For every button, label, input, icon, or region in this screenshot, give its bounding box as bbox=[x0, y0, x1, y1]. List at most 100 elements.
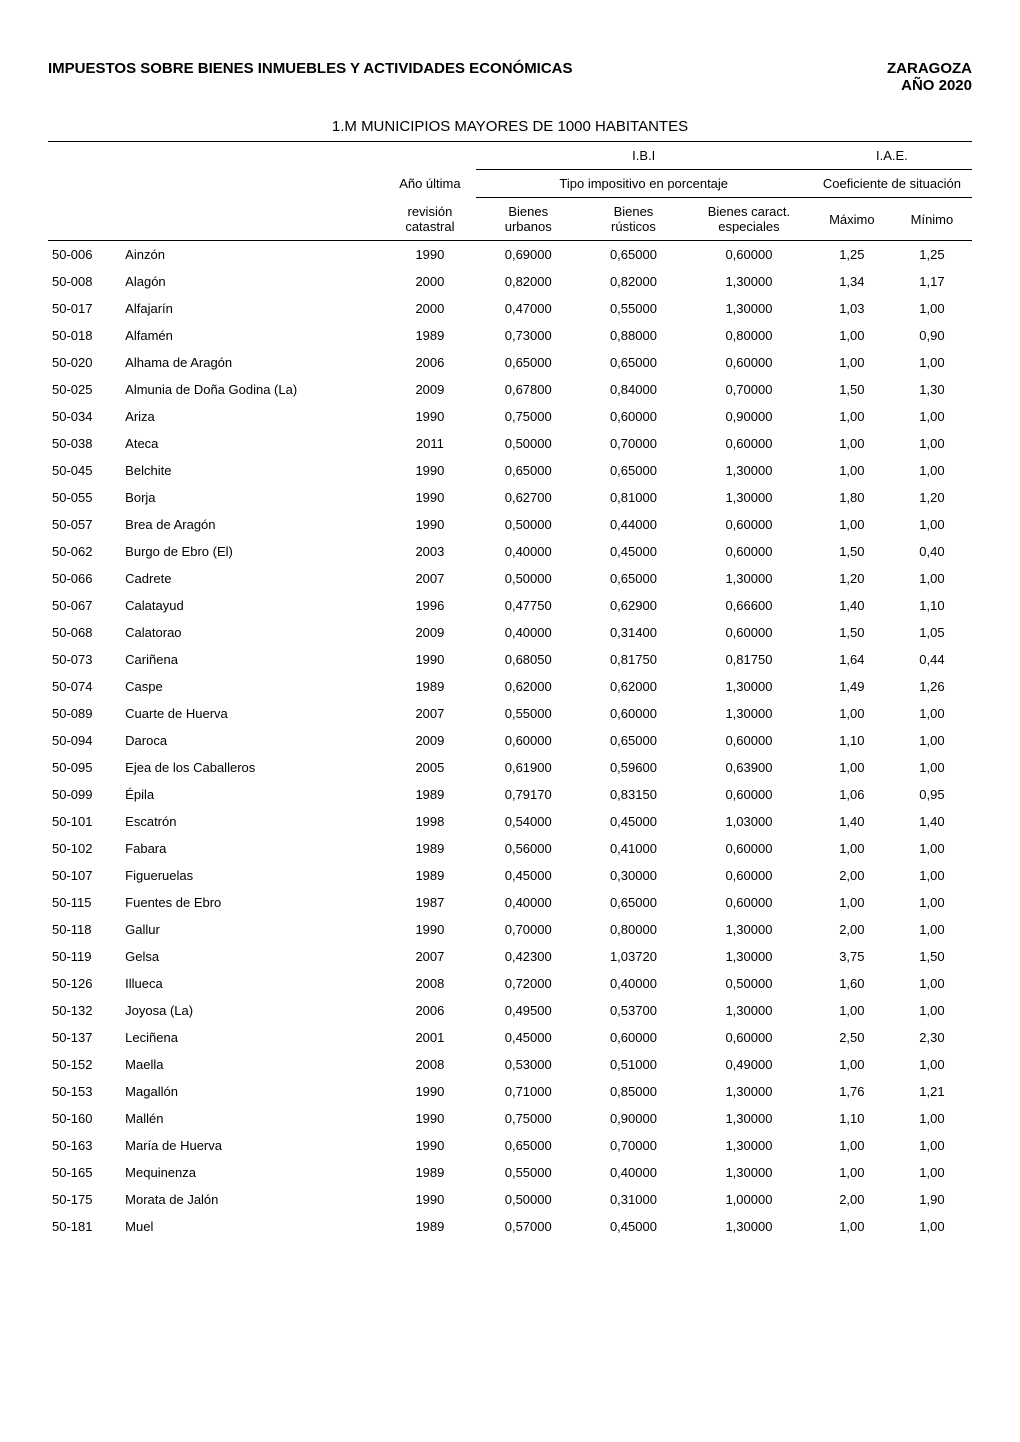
cell-maximo: 1,64 bbox=[812, 646, 892, 673]
data-table: I.B.I I.A.E. Año última Tipo impositivo … bbox=[48, 141, 972, 1240]
cell-minimo: 1,00 bbox=[892, 1159, 972, 1186]
cell-especiales: 0,60000 bbox=[686, 430, 812, 457]
cell-maximo: 1,00 bbox=[812, 835, 892, 862]
cell-maximo: 1,60 bbox=[812, 970, 892, 997]
cell-rusticos: 0,65000 bbox=[581, 241, 686, 269]
header-bienes-especiales: Bienes caract. especiales bbox=[686, 198, 812, 241]
cell-maximo: 1,00 bbox=[812, 511, 892, 538]
cell-maximo: 1,00 bbox=[812, 1213, 892, 1240]
cell-name: Belchite bbox=[121, 457, 384, 484]
cell-urbanos: 0,73000 bbox=[476, 322, 581, 349]
cell-year: 2009 bbox=[384, 727, 475, 754]
table-row: 50-107Figueruelas19890,450000,300000,600… bbox=[48, 862, 972, 889]
cell-rusticos: 0,59600 bbox=[581, 754, 686, 781]
cell-rusticos: 0,40000 bbox=[581, 970, 686, 997]
cell-year: 2007 bbox=[384, 943, 475, 970]
cell-name: Fabara bbox=[121, 835, 384, 862]
cell-rusticos: 0,82000 bbox=[581, 268, 686, 295]
cell-code: 50-067 bbox=[48, 592, 121, 619]
cell-year: 1990 bbox=[384, 403, 475, 430]
cell-urbanos: 0,60000 bbox=[476, 727, 581, 754]
cell-year: 2000 bbox=[384, 268, 475, 295]
cell-year: 1990 bbox=[384, 1132, 475, 1159]
cell-minimo: 1,00 bbox=[892, 916, 972, 943]
table-row: 50-062Burgo de Ebro (El)20030,400000,450… bbox=[48, 538, 972, 565]
cell-year: 1989 bbox=[384, 1213, 475, 1240]
cell-especiales: 1,30000 bbox=[686, 997, 812, 1024]
cell-minimo: 1,00 bbox=[892, 1051, 972, 1078]
cell-especiales: 0,60000 bbox=[686, 862, 812, 889]
cell-especiales: 1,30000 bbox=[686, 457, 812, 484]
cell-especiales: 0,60000 bbox=[686, 835, 812, 862]
cell-code: 50-115 bbox=[48, 889, 121, 916]
cell-rusticos: 0,62900 bbox=[581, 592, 686, 619]
header-group-ibi: I.B.I bbox=[476, 142, 812, 170]
cell-code: 50-055 bbox=[48, 484, 121, 511]
header-bienes-urbanos: Bienes urbanos bbox=[476, 198, 581, 241]
cell-minimo: 0,44 bbox=[892, 646, 972, 673]
cell-year: 2007 bbox=[384, 565, 475, 592]
cell-code: 50-006 bbox=[48, 241, 121, 269]
cell-especiales: 0,60000 bbox=[686, 241, 812, 269]
cell-maximo: 1,50 bbox=[812, 376, 892, 403]
cell-minimo: 1,00 bbox=[892, 1105, 972, 1132]
cell-minimo: 1,00 bbox=[892, 511, 972, 538]
cell-minimo: 1,21 bbox=[892, 1078, 972, 1105]
table-row: 50-094Daroca20090,600000,650000,600001,1… bbox=[48, 727, 972, 754]
cell-minimo: 0,95 bbox=[892, 781, 972, 808]
cell-code: 50-073 bbox=[48, 646, 121, 673]
cell-rusticos: 0,31000 bbox=[581, 1186, 686, 1213]
cell-year: 1990 bbox=[384, 1078, 475, 1105]
cell-urbanos: 0,56000 bbox=[476, 835, 581, 862]
subtitle: 1.M MUNICIPIOS MAYORES DE 1000 HABITANTE… bbox=[48, 118, 972, 135]
cell-year: 1989 bbox=[384, 1159, 475, 1186]
cell-minimo: 1,00 bbox=[892, 565, 972, 592]
cell-minimo: 1,00 bbox=[892, 295, 972, 322]
cell-maximo: 1,00 bbox=[812, 997, 892, 1024]
cell-minimo: 2,30 bbox=[892, 1024, 972, 1051]
cell-year: 2005 bbox=[384, 754, 475, 781]
cell-especiales: 0,60000 bbox=[686, 889, 812, 916]
table-row: 50-073Cariñena19900,680500,817500,817501… bbox=[48, 646, 972, 673]
cell-especiales: 1,30000 bbox=[686, 1132, 812, 1159]
cell-year: 1990 bbox=[384, 646, 475, 673]
cell-rusticos: 0,65000 bbox=[581, 727, 686, 754]
header-rusticos-l1: Bienes bbox=[614, 204, 654, 219]
table-row: 50-099Épila19890,791700,831500,600001,06… bbox=[48, 781, 972, 808]
cell-urbanos: 0,79170 bbox=[476, 781, 581, 808]
cell-urbanos: 0,75000 bbox=[476, 403, 581, 430]
cell-name: Cariñena bbox=[121, 646, 384, 673]
cell-name: Ainzón bbox=[121, 241, 384, 269]
cell-urbanos: 0,53000 bbox=[476, 1051, 581, 1078]
table-row: 50-038Ateca20110,500000,700000,600001,00… bbox=[48, 430, 972, 457]
cell-urbanos: 0,71000 bbox=[476, 1078, 581, 1105]
cell-name: Fuentes de Ebro bbox=[121, 889, 384, 916]
header-especiales-l2: especiales bbox=[718, 219, 779, 234]
cell-maximo: 1,34 bbox=[812, 268, 892, 295]
cell-rusticos: 0,65000 bbox=[581, 889, 686, 916]
cell-especiales: 0,60000 bbox=[686, 619, 812, 646]
cell-rusticos: 1,03720 bbox=[581, 943, 686, 970]
cell-year: 1990 bbox=[384, 916, 475, 943]
cell-minimo: 1,00 bbox=[892, 889, 972, 916]
cell-name: Daroca bbox=[121, 727, 384, 754]
cell-rusticos: 0,62000 bbox=[581, 673, 686, 700]
cell-maximo: 1,49 bbox=[812, 673, 892, 700]
cell-urbanos: 0,70000 bbox=[476, 916, 581, 943]
cell-minimo: 1,05 bbox=[892, 619, 972, 646]
header-coef-situacion: Coeficiente de situación bbox=[812, 170, 972, 198]
cell-rusticos: 0,81000 bbox=[581, 484, 686, 511]
cell-code: 50-153 bbox=[48, 1078, 121, 1105]
title-right-line2: AÑO 2020 bbox=[887, 77, 972, 94]
cell-name: Maella bbox=[121, 1051, 384, 1078]
cell-maximo: 2,50 bbox=[812, 1024, 892, 1051]
cell-name: Alhama de Aragón bbox=[121, 349, 384, 376]
cell-code: 50-066 bbox=[48, 565, 121, 592]
cell-especiales: 0,60000 bbox=[686, 1024, 812, 1051]
cell-code: 50-020 bbox=[48, 349, 121, 376]
cell-name: Figueruelas bbox=[121, 862, 384, 889]
cell-urbanos: 0,50000 bbox=[476, 430, 581, 457]
title-left: IMPUESTOS SOBRE BIENES INMUEBLES Y ACTIV… bbox=[48, 60, 573, 77]
title-right-line1: ZARAGOZA bbox=[887, 60, 972, 77]
cell-urbanos: 0,54000 bbox=[476, 808, 581, 835]
